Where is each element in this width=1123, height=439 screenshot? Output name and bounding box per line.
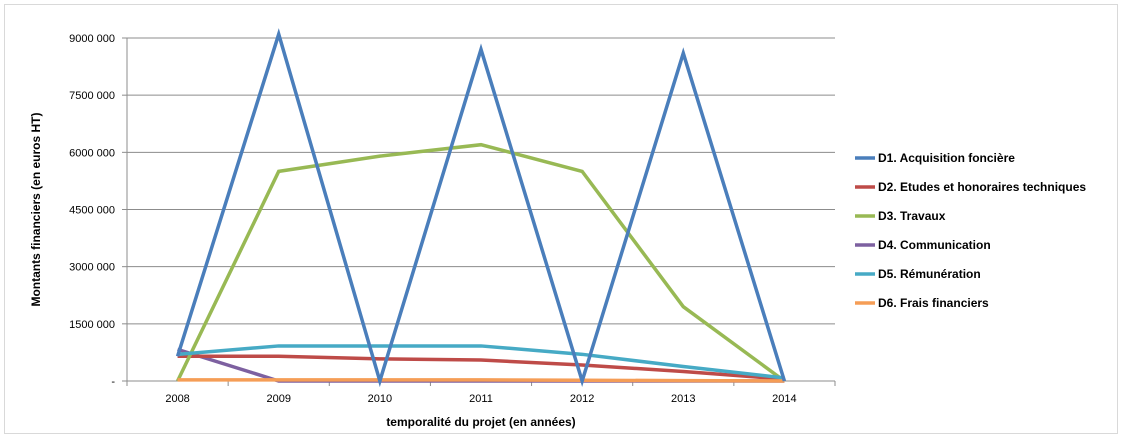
legend-label: D6. Frais financiers bbox=[878, 296, 989, 310]
series-line bbox=[178, 380, 785, 381]
series-lines bbox=[178, 34, 785, 381]
x-axis-ticks: 2008 2009 2010 2011 2012 2013 2014 bbox=[127, 381, 835, 405]
x-tick-label: 2014 bbox=[772, 393, 796, 405]
y-tick-label: 1500 000 bbox=[69, 319, 115, 331]
y-axis-ticks: - 1500 000 3000 000 4500 000 6000 000 7500 00… bbox=[69, 33, 115, 388]
x-tick-label: 2008 bbox=[165, 393, 189, 405]
y-tick-label: - bbox=[111, 376, 115, 388]
x-tick-label: 2010 bbox=[368, 393, 392, 405]
legend-label: D5. Rémunération bbox=[878, 267, 981, 281]
y-tick-label: 3000 000 bbox=[69, 262, 115, 274]
legend: D1. Acquisition foncière D2. Etudes et ho… bbox=[855, 151, 1086, 310]
y-tick-label: 6000 000 bbox=[69, 147, 115, 159]
x-axis-title: temporalité du projet (en années) bbox=[386, 415, 575, 429]
y-axis-title: Montants financiers (en euros HT) bbox=[29, 112, 43, 306]
legend-label: D3. Travaux bbox=[878, 209, 946, 223]
x-tick-label: 2009 bbox=[266, 393, 290, 405]
y-tick-label: 4500 000 bbox=[69, 205, 115, 217]
legend-label: D4. Communication bbox=[878, 238, 991, 252]
x-tick-label: 2013 bbox=[671, 393, 695, 405]
series-line bbox=[178, 349, 785, 381]
legend-label: D1. Acquisition foncière bbox=[878, 151, 1015, 165]
x-tick-label: 2011 bbox=[469, 393, 493, 405]
gridlines bbox=[122, 38, 835, 381]
y-tick-label: 9000 000 bbox=[69, 33, 115, 45]
x-tick-label: 2012 bbox=[570, 393, 594, 405]
series-line bbox=[178, 34, 785, 381]
y-tick-label: 7500 000 bbox=[69, 90, 115, 102]
legend-label: D2. Etudes et honoraires techniques bbox=[878, 180, 1086, 194]
